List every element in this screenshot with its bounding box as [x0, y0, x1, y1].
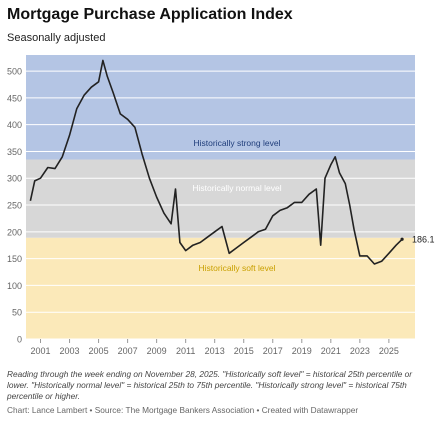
x-axis-ticks: 2001 2003 2005 2007 2009 2011 2013 2015 2017 2019…	[30, 339, 399, 356]
band-label-2: Historically strong level	[194, 138, 281, 148]
x-tick-label: 2007	[118, 346, 138, 356]
y-tick-label: 450	[7, 93, 22, 103]
y-tick-label: 300	[7, 174, 22, 184]
chart-subtitle: Seasonally adjusted	[7, 32, 106, 44]
chart-title: Mortgage Purchase Application Index	[7, 6, 293, 23]
x-tick-label: 2003	[60, 346, 80, 356]
y-tick-label: 150	[7, 254, 22, 264]
x-tick-label: 2005	[89, 346, 109, 356]
band-labels: Historically soft level Historically norm…	[192, 138, 281, 273]
band-label-0: Historically soft level	[199, 263, 276, 273]
end-point	[400, 237, 404, 241]
x-tick-label: 2025	[379, 346, 399, 356]
end-value-label-group: 186.1	[400, 234, 435, 244]
y-tick-label: 250	[7, 201, 22, 211]
x-tick-label: 2009	[147, 346, 167, 356]
band-2	[26, 55, 415, 160]
end-value-label: 186.1	[412, 234, 435, 244]
y-tick-label: 500	[7, 67, 22, 77]
x-tick-label: 2021	[321, 346, 341, 356]
band-0	[26, 237, 415, 339]
y-tick-label: 200	[7, 227, 22, 237]
x-tick-label: 2017	[263, 346, 283, 356]
y-tick-label: 0	[17, 335, 22, 345]
band-1	[26, 159, 415, 238]
y-tick-label: 400	[7, 120, 22, 130]
x-tick-label: 2019	[292, 346, 312, 356]
y-tick-label: 50	[12, 308, 22, 318]
x-tick-label: 2001	[30, 346, 50, 356]
level-bands	[26, 55, 415, 339]
x-tick-label: 2023	[350, 346, 370, 356]
x-tick-label: 2015	[234, 346, 254, 356]
series-line-0	[29, 59, 403, 265]
chart-credits: Chart: Lance Lambert • Source: The Mortg…	[7, 405, 359, 415]
band-label-1: Historically normal level	[192, 183, 281, 193]
x-tick-label: 2013	[205, 346, 225, 356]
y-axis-ticks: 0 50 100 150 200 250 300 350 400 450 500	[7, 67, 22, 345]
y-tick-label: 350	[7, 147, 22, 157]
x-tick-label: 2011	[176, 346, 195, 356]
series-lines	[29, 59, 403, 265]
y-tick-label: 100	[7, 281, 22, 291]
chart-notes: Reading through the week ending on Novem…	[7, 369, 413, 401]
